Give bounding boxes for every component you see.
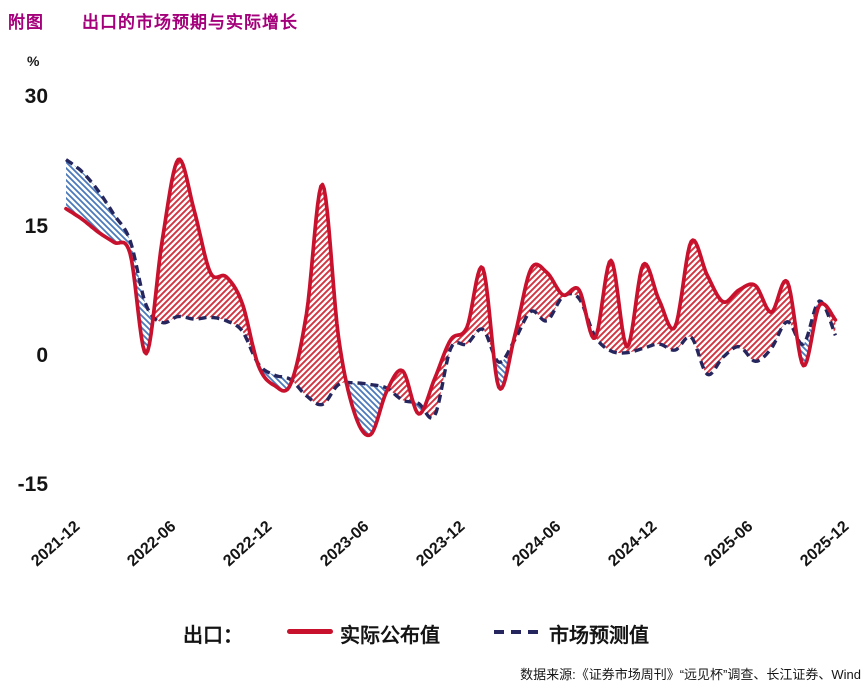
gap-region-forecast-above <box>346 382 388 436</box>
gap-region-forecast-above <box>797 301 823 366</box>
y-tick-label--15: -15 <box>17 473 48 497</box>
chart-legend: 出口： 实际公布值 市场预测值 <box>0 617 865 647</box>
y-tick-label-30: 30 <box>24 85 48 109</box>
data-source-note: 数据来源:《证券市场周刊》“远见杯”调查、长江证券、Wind <box>520 667 861 682</box>
figure-label: 附图 <box>8 13 44 32</box>
page-title: 出口的市场预期与实际增长 <box>82 13 298 32</box>
legend-actual-label: 实际公布值 <box>340 625 440 647</box>
legend-group-label: 出口： <box>183 625 243 647</box>
legend-forecast-label: 市场预测值 <box>549 625 649 647</box>
y-tick-label-15: 15 <box>24 214 48 238</box>
legend-solid-line-swatch <box>287 629 333 634</box>
gap-region-forecast-above <box>66 159 154 354</box>
actual-line <box>64 157 838 438</box>
gap-region-actual-above <box>595 240 798 375</box>
legend-dashed-line-swatch <box>494 630 542 634</box>
y-axis-unit-label: % <box>27 53 40 69</box>
gap-region-actual-above <box>292 184 347 405</box>
forecast-line <box>65 158 837 420</box>
y-tick-label-0: 0 <box>36 344 48 367</box>
